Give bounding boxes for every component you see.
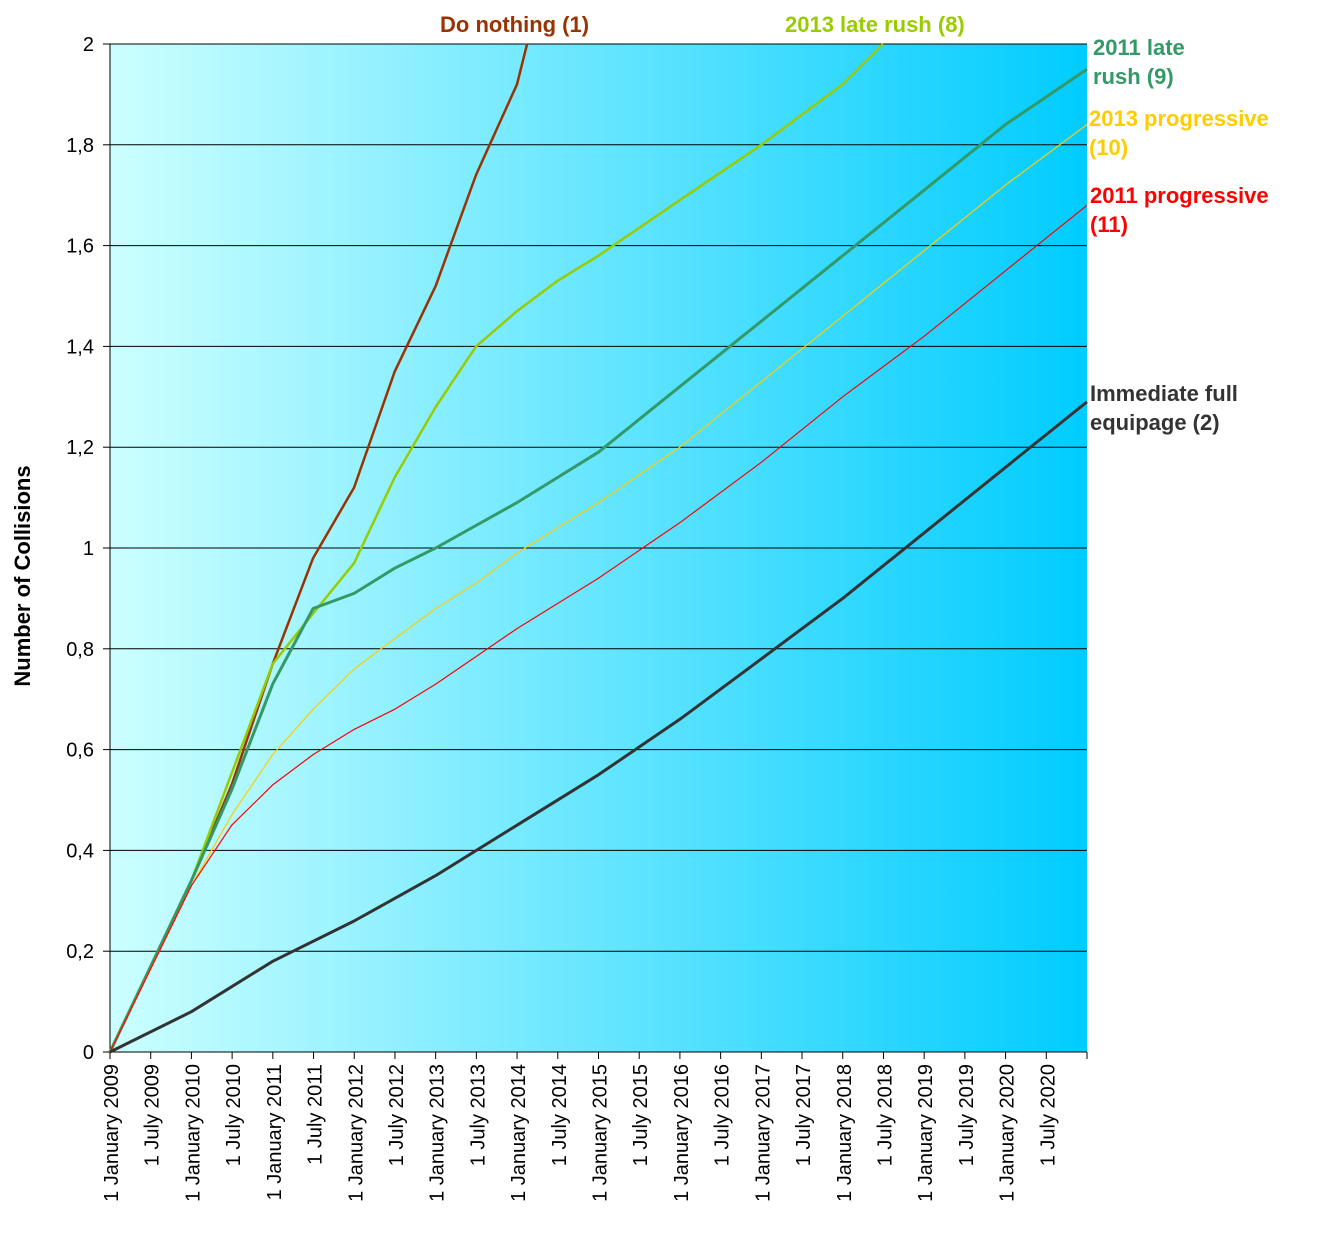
series-line	[108, 43, 884, 1053]
gridlines	[110, 43, 1087, 952]
x-tick-label: 1 July 2019	[956, 1064, 978, 1166]
x-tick-label: 1 January 2015	[590, 1064, 612, 1202]
series-label: 2011 late rush (9)	[1093, 35, 1185, 89]
x-tick-label: 1 January 2011	[264, 1064, 286, 1200]
y-tick-label: 2	[83, 34, 94, 56]
x-tick-labels: 1 January 2009 1 July 2009 1 January 2010 1…	[101, 1064, 1059, 1202]
x-tick-label: 1 January 2014	[508, 1064, 530, 1202]
y-axis-label: Number of Collisions	[10, 465, 35, 686]
x-tick-label: 1 July 2009	[142, 1064, 164, 1166]
series-line	[109, 400, 1088, 1054]
y-tick-label: 1	[83, 538, 94, 560]
x-tick-label: 1 January 2016	[671, 1064, 693, 1202]
axes	[103, 43, 1088, 1059]
y-tick-label: 0,8	[66, 639, 94, 661]
x-tick-label: 1 January 2018	[834, 1064, 856, 1202]
y-tick-label: 1,8	[66, 135, 94, 157]
y-tick-label: 1,4	[66, 336, 94, 358]
y-tick-label: 1,6	[66, 236, 94, 258]
x-tick-label: 1 January 2012	[345, 1064, 367, 1202]
series-label: 2013 progressive (10)	[1089, 106, 1269, 160]
y-tick-labels: 0 0,2 0,4 0,6 0,8 1 1,2 1,4 1,6 1,8 2	[66, 34, 94, 1064]
x-tick-label: 1 July 2016	[712, 1064, 734, 1166]
x-tick-label: 1 January 2019	[915, 1064, 937, 1202]
y-tick-label: 0,2	[66, 941, 94, 963]
x-tick-label: 1 July 2015	[630, 1064, 652, 1166]
series-line	[108, 67, 1088, 1053]
series-line	[109, 124, 1088, 1053]
x-tick-label: 1 January 2009	[101, 1064, 123, 1202]
series-lines	[108, 43, 1088, 1054]
y-tick-label: 0	[83, 1042, 94, 1064]
x-tick-label: 1 January 2010	[182, 1064, 204, 1202]
y-tick-label: 0,6	[66, 740, 94, 762]
y-tick-label: 0,4	[66, 840, 94, 862]
y-tick-label: 1,2	[66, 437, 94, 459]
x-tick-label: 1 July 2018	[874, 1064, 896, 1166]
x-tick-label: 1 July 2012	[386, 1064, 408, 1166]
x-tick-label: 1 July 2014	[549, 1064, 571, 1166]
x-tick-label: 1 July 2010	[223, 1064, 245, 1166]
x-tick-label: 1 January 2017	[752, 1064, 774, 1202]
x-tick-label: 1 January 2020	[997, 1064, 1019, 1202]
series-label: Do nothing (1)	[440, 12, 589, 37]
series-labels: Do nothing (1) 2013 late rush (8) 2011 lat…	[440, 12, 1269, 435]
x-tick-label: 1 July 2017	[793, 1064, 815, 1166]
series-label: 2011 progressive (11)	[1090, 183, 1269, 237]
x-tick-label: 1 July 2011	[305, 1064, 327, 1165]
series-label: Immediate full equipage (2)	[1090, 381, 1238, 435]
x-tick-label: 1 July 2020	[1037, 1064, 1059, 1166]
x-tick-label: 1 January 2013	[427, 1064, 449, 1202]
x-tick-label: 1 July 2013	[467, 1064, 489, 1166]
series-line	[109, 204, 1088, 1053]
series-label: 2013 late rush (8)	[785, 12, 965, 37]
